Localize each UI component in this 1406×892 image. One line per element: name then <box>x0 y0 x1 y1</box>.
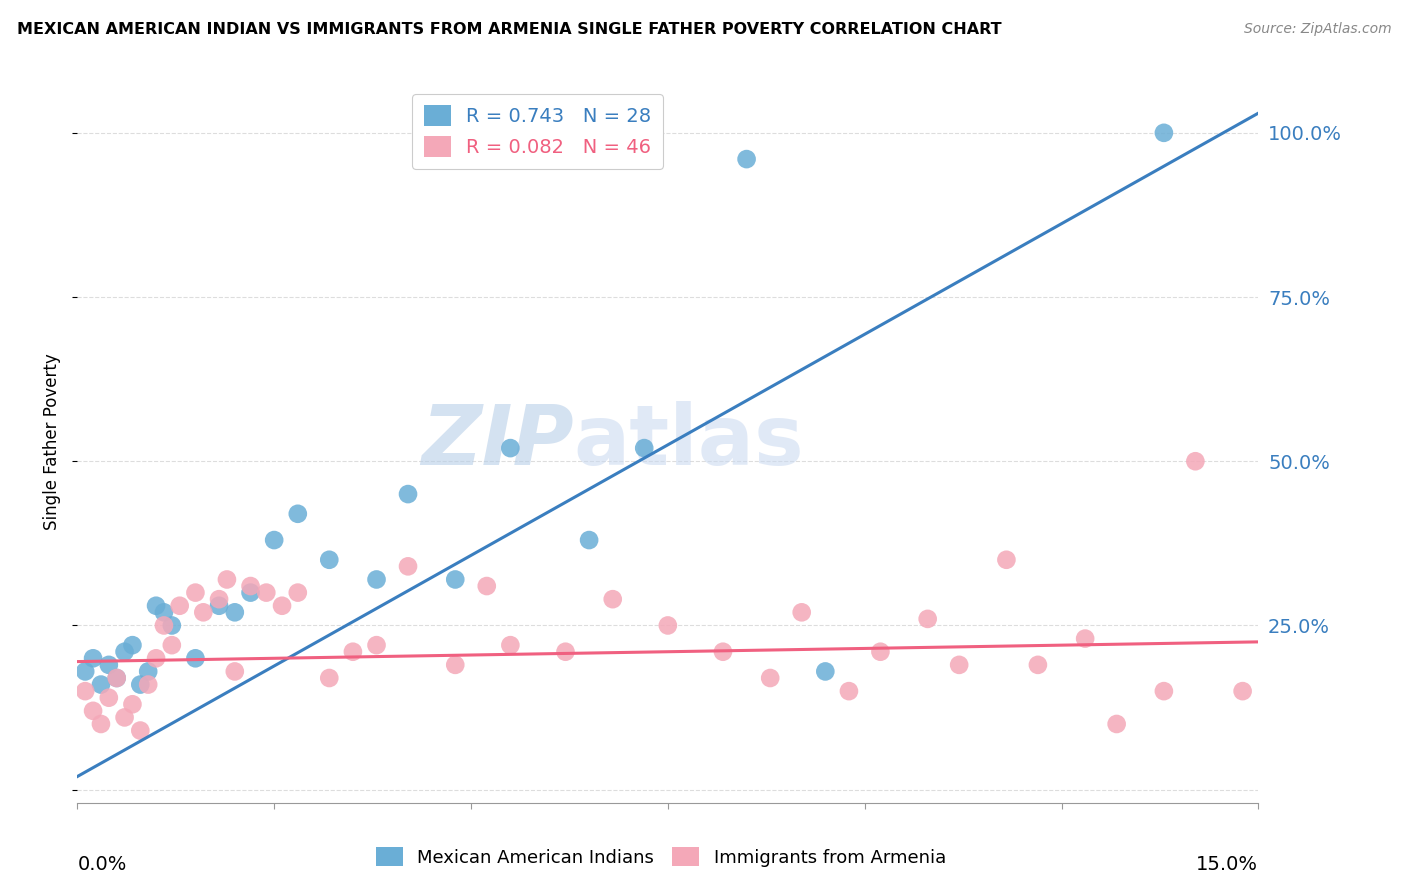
Legend: R = 0.743   N = 28, R = 0.082   N = 46: R = 0.743 N = 28, R = 0.082 N = 46 <box>412 94 664 169</box>
Point <box>790 605 813 619</box>
Point <box>215 573 238 587</box>
Text: MEXICAN AMERICAN INDIAN VS IMMIGRANTS FROM ARMENIA SINGLE FATHER POVERTY CORRELA: MEXICAN AMERICAN INDIAN VS IMMIGRANTS FR… <box>17 22 1001 37</box>
Point <box>578 533 600 547</box>
Point <box>153 618 176 632</box>
Point <box>263 533 285 547</box>
Point <box>169 599 191 613</box>
Text: ZIP: ZIP <box>420 401 574 482</box>
Point <box>160 618 183 632</box>
Point <box>1105 717 1128 731</box>
Point <box>136 677 159 691</box>
Point <box>735 152 758 166</box>
Point <box>287 585 309 599</box>
Point <box>633 441 655 455</box>
Point <box>869 645 891 659</box>
Point <box>254 585 277 599</box>
Point <box>287 507 309 521</box>
Point <box>90 717 112 731</box>
Text: 15.0%: 15.0% <box>1197 855 1258 874</box>
Point <box>105 671 128 685</box>
Point <box>153 605 176 619</box>
Point <box>193 605 215 619</box>
Point <box>444 657 467 672</box>
Point <box>318 671 340 685</box>
Text: Source: ZipAtlas.com: Source: ZipAtlas.com <box>1244 22 1392 37</box>
Point <box>75 684 97 698</box>
Point <box>554 645 576 659</box>
Point <box>759 671 782 685</box>
Point <box>105 671 128 685</box>
Point <box>499 638 522 652</box>
Point <box>114 645 136 659</box>
Point <box>129 723 152 738</box>
Point <box>82 651 104 665</box>
Point <box>814 665 837 679</box>
Point <box>160 638 183 652</box>
Point <box>838 684 860 698</box>
Point <box>90 677 112 691</box>
Point <box>97 657 120 672</box>
Point <box>239 579 262 593</box>
Point <box>184 585 207 599</box>
Point <box>995 553 1018 567</box>
Point <box>1074 632 1097 646</box>
Point <box>239 585 262 599</box>
Point <box>97 690 120 705</box>
Point <box>396 487 419 501</box>
Text: 0.0%: 0.0% <box>77 855 127 874</box>
Point <box>224 605 246 619</box>
Point <box>1153 126 1175 140</box>
Point <box>711 645 734 659</box>
Point <box>184 651 207 665</box>
Point <box>121 638 143 652</box>
Point <box>1184 454 1206 468</box>
Point <box>396 559 419 574</box>
Point <box>145 599 167 613</box>
Point <box>129 677 152 691</box>
Point <box>657 618 679 632</box>
Point <box>208 592 231 607</box>
Point <box>208 599 231 613</box>
Point <box>342 645 364 659</box>
Point <box>366 638 388 652</box>
Point <box>602 592 624 607</box>
Point <box>224 665 246 679</box>
Point <box>948 657 970 672</box>
Point <box>75 665 97 679</box>
Point <box>1026 657 1049 672</box>
Text: atlas: atlas <box>574 401 804 482</box>
Point <box>82 704 104 718</box>
Point <box>444 573 467 587</box>
Point <box>121 698 143 712</box>
Y-axis label: Single Father Poverty: Single Father Poverty <box>44 353 62 530</box>
Point <box>1153 684 1175 698</box>
Point <box>1232 684 1254 698</box>
Point <box>366 573 388 587</box>
Point <box>499 441 522 455</box>
Legend: Mexican American Indians, Immigrants from Armenia: Mexican American Indians, Immigrants fro… <box>368 840 953 874</box>
Point <box>145 651 167 665</box>
Point <box>318 553 340 567</box>
Point <box>917 612 939 626</box>
Point <box>271 599 294 613</box>
Point <box>475 579 498 593</box>
Point <box>136 665 159 679</box>
Point <box>114 710 136 724</box>
